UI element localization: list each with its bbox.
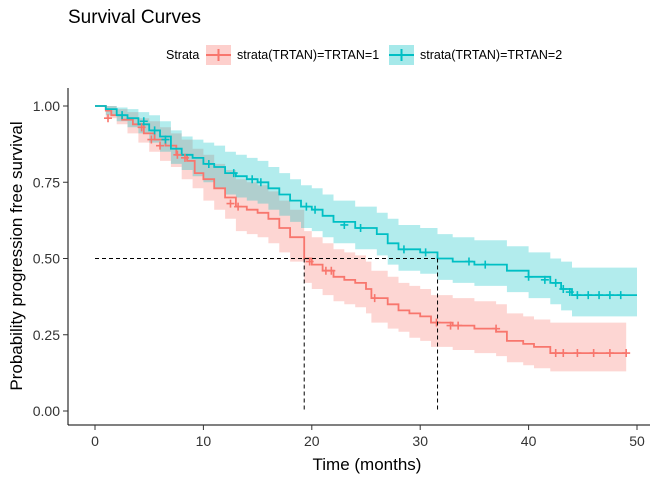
censor-mark-2 <box>150 126 159 135</box>
censor-mark-2 <box>481 260 490 269</box>
censor-mark-2 <box>540 275 549 284</box>
x-axis-title: Time (months) <box>313 455 422 474</box>
x-tick-label: 0 <box>91 433 99 449</box>
censor-mark-1 <box>226 199 235 208</box>
censor-mark-1 <box>446 321 455 330</box>
censor-mark-2 <box>565 288 574 297</box>
y-tick-label: 0.25 <box>33 327 60 343</box>
legend-title: Strata <box>166 48 199 62</box>
y-tick-label: 0.75 <box>33 174 60 190</box>
censor-mark-2 <box>118 111 127 120</box>
plot-area <box>95 105 637 411</box>
y-axis-ticks: 0.00 0.25 0.50 0.75 1.00 <box>33 98 68 419</box>
x-tick-label: 50 <box>629 433 645 449</box>
x-tick-label: 10 <box>196 433 212 449</box>
censor-mark-2 <box>559 285 568 293</box>
censor-mark-2 <box>616 291 625 300</box>
x-axis-ticks: 0 10 20 30 40 50 <box>91 425 645 449</box>
censor-mark-1 <box>454 321 463 330</box>
x-tick-label: 30 <box>412 433 428 449</box>
censor-mark-1 <box>327 266 336 275</box>
censor-mark-1 <box>622 349 631 358</box>
y-axis-title: Probability progression free survival <box>7 121 26 390</box>
censor-mark-2 <box>399 245 408 254</box>
censor-mark-1 <box>432 318 441 327</box>
censor-mark-2 <box>356 224 365 232</box>
censor-mark-2 <box>248 175 257 184</box>
x-tick-label: 20 <box>304 433 320 449</box>
chart-title: Survival Curves <box>68 7 201 28</box>
censor-mark-2 <box>584 291 593 300</box>
censor-mark-1 <box>573 349 582 358</box>
censor-mark-2 <box>464 257 473 266</box>
censor-mark-1 <box>156 141 165 150</box>
legend-key-1 <box>206 45 231 65</box>
censor-mark-1 <box>492 324 501 333</box>
censor-mark-1 <box>137 123 146 132</box>
y-tick-label: 1.00 <box>33 98 60 114</box>
y-tick-label: 0.00 <box>33 403 60 419</box>
censor-mark-2 <box>139 117 148 126</box>
x-tick-label: 40 <box>521 433 537 449</box>
censor-mark-1 <box>589 349 598 358</box>
censor-mark-1 <box>180 153 189 162</box>
censor-mark-1 <box>305 257 314 266</box>
censor-mark-1 <box>173 150 182 159</box>
censor-mark-2 <box>229 169 238 178</box>
censor-mark-2 <box>605 291 614 300</box>
censor-mark-2 <box>421 248 430 257</box>
censor-mark-2 <box>161 135 170 144</box>
censor-mark-1 <box>370 294 379 303</box>
censor-mark-1 <box>234 202 243 211</box>
censor-mark-1 <box>605 349 614 358</box>
censor-mark-2 <box>524 272 533 281</box>
censor-mark-1 <box>559 349 568 358</box>
censor-mark-2 <box>573 291 582 300</box>
censor-mark-2 <box>302 202 311 211</box>
y-tick-label: 0.50 <box>33 251 60 267</box>
censor-mark-2 <box>311 205 320 214</box>
survival-curve-2 <box>95 105 637 296</box>
censor-mark-2 <box>204 159 213 168</box>
censor-mark-2 <box>256 178 265 187</box>
censor-mark-2 <box>340 220 349 229</box>
legend-label-1: strata(TRTAN)=TRTAN=1 <box>237 48 379 62</box>
legend: Strata strata(TRTAN)=TRTAN=1 strata(TRTA… <box>166 45 562 65</box>
censor-mark-1 <box>104 114 113 123</box>
censor-mark-2 <box>595 291 604 300</box>
legend-label-2: strata(TRTAN)=TRTAN=2 <box>420 48 562 62</box>
censor-mark-1 <box>551 349 560 358</box>
censor-mark-2 <box>551 278 560 287</box>
censor-mark-1 <box>147 135 156 144</box>
legend-key-2 <box>389 45 414 65</box>
